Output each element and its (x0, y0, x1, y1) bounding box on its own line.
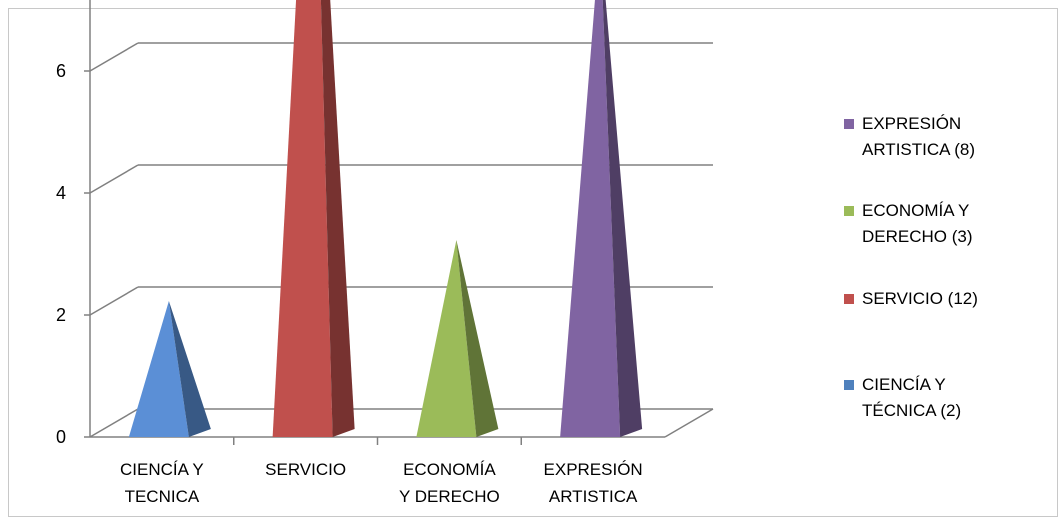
side-gridline (89, 408, 139, 438)
y-tick-label: 6 (56, 61, 66, 81)
legend-label: CIENCÍA Y (862, 375, 946, 394)
legend-label: TÉCNICA (2) (862, 401, 961, 420)
chart-frame (8, 8, 1058, 517)
legend-swatch (844, 119, 854, 129)
y-tick-label: 4 (56, 183, 66, 203)
x-tick-label: EXPRESIÓN (544, 460, 643, 479)
legend-swatch (844, 294, 854, 304)
legend-swatch (844, 380, 854, 390)
y-tick-label: 2 (56, 305, 66, 325)
legend-label: ARTISTICA (8) (862, 140, 975, 159)
x-tick-label: ARTISTICA (549, 487, 638, 506)
pyramid-front-face (272, 0, 333, 437)
floor-edge (664, 408, 714, 438)
side-gridline (89, 164, 139, 194)
y-tick-label: 0 (56, 427, 66, 447)
legend-label: DERECHO (3) (862, 227, 973, 246)
pyramid-side-face (602, 0, 643, 437)
pyramid-side-face (456, 240, 499, 437)
legend-label: EXPRESIÓN (862, 114, 961, 133)
x-tick-label: CIENCÍA Y (120, 460, 204, 479)
legend-label: SERVICIO (12) (862, 289, 978, 308)
x-tick-label: TECNICA (125, 487, 200, 506)
side-gridline (89, 286, 139, 316)
x-tick-label: Y DERECHO (399, 487, 500, 506)
x-tick-label: SERVICIO (265, 460, 346, 479)
legend-label: ECONOMÍA Y (862, 201, 969, 220)
side-gridline (89, 42, 139, 72)
pyramid-side-face (320, 0, 355, 437)
legend-swatch (844, 206, 854, 216)
pyramid-front-face (560, 0, 621, 437)
x-tick-label: ECONOMÍA (403, 460, 496, 479)
pyramid-side-face (168, 301, 211, 437)
